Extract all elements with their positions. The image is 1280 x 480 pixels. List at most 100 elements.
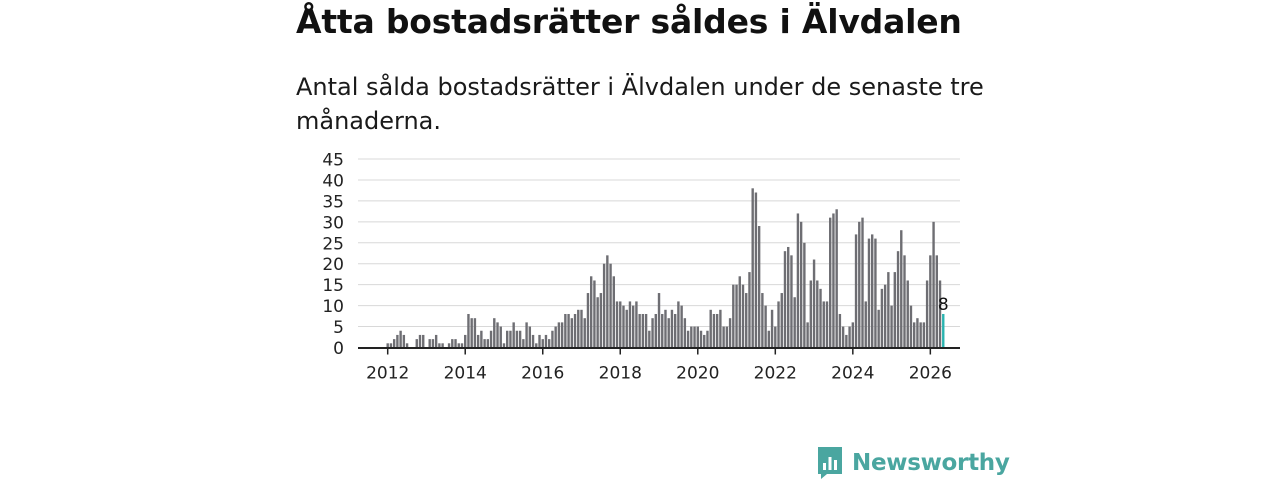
bar: [551, 330, 554, 348]
newsworthy-logo: Newsworthy: [816, 446, 1010, 480]
chart-subtitle: Antal sålda bostadsrätter i Älvdalen und…: [296, 73, 984, 135]
bar: [677, 301, 680, 348]
bar: [512, 322, 515, 348]
bar: [896, 251, 900, 348]
y-tick-label: 45: [322, 151, 344, 171]
bar: [932, 221, 935, 348]
y-tick-label: 5: [333, 318, 344, 338]
bar: [392, 339, 396, 348]
bar: [470, 318, 473, 348]
bar: [476, 334, 480, 348]
bar: [473, 318, 477, 348]
bar: [499, 326, 502, 348]
bar: [496, 322, 499, 348]
bar: [447, 343, 451, 348]
bar: [673, 313, 677, 348]
bar: [903, 255, 906, 348]
bar: [906, 280, 909, 348]
bar: [518, 330, 522, 348]
bar: [874, 238, 877, 348]
y-tick-label: 15: [322, 276, 344, 296]
bar: [735, 284, 738, 348]
bar: [648, 330, 651, 348]
bar: [909, 305, 913, 348]
newsworthy-logo-icon: [818, 447, 842, 479]
bar: [441, 343, 444, 348]
bar: [399, 330, 402, 348]
bar: [819, 288, 822, 348]
bar: [851, 322, 855, 348]
bar: [848, 326, 851, 348]
bar: [812, 259, 816, 348]
bar: [480, 330, 483, 348]
bar: [667, 318, 670, 348]
bar: [693, 326, 696, 348]
bar: [625, 309, 628, 348]
bar: [867, 238, 871, 348]
bar: [483, 339, 486, 348]
bar: [796, 213, 800, 348]
bar: [822, 301, 825, 348]
bar: [900, 230, 903, 348]
x-tick-label: 2026: [909, 364, 952, 384]
bar: [509, 330, 512, 348]
bar: [615, 301, 619, 348]
bar: [502, 343, 506, 348]
bar: [916, 318, 919, 348]
bar: [864, 301, 867, 348]
bar: [767, 330, 771, 348]
x-tick-label: 2022: [754, 364, 797, 384]
y-tick-label: 30: [322, 213, 344, 233]
bar: [761, 293, 764, 348]
bar: [454, 339, 457, 348]
bar: [803, 242, 806, 348]
bar: [622, 305, 625, 348]
bar: [709, 309, 712, 348]
bar: [589, 276, 593, 348]
bar: [641, 313, 645, 348]
highlight-value-label: 8: [938, 295, 949, 315]
bar: [628, 301, 632, 348]
bar: [725, 326, 729, 348]
bar: [570, 318, 574, 348]
bar: [664, 309, 667, 348]
bar: [741, 284, 745, 348]
bar: [935, 255, 938, 348]
x-tick-label: 2012: [366, 364, 409, 384]
bar: [738, 276, 741, 348]
bar: [386, 343, 389, 348]
bar: [525, 322, 528, 348]
bar: [544, 334, 548, 348]
bar: [858, 221, 861, 348]
bar: [506, 330, 509, 348]
bar: [793, 297, 796, 348]
bar: [893, 272, 897, 348]
bar: [486, 339, 490, 348]
bar: [593, 280, 596, 348]
bar: [567, 313, 570, 348]
bar: [728, 318, 732, 348]
bar: [661, 313, 664, 348]
y-tick-label: 10: [322, 297, 344, 317]
bar: [451, 339, 454, 348]
bar: [783, 251, 787, 348]
bar: [712, 313, 716, 348]
bar: [557, 322, 561, 348]
bar: [871, 234, 874, 348]
bar: [538, 334, 541, 348]
bar: [816, 280, 819, 348]
bar: [651, 318, 654, 348]
bar: [515, 330, 519, 348]
bar: [619, 301, 622, 348]
bar: [829, 217, 832, 348]
bar: [599, 293, 603, 348]
bar: [799, 221, 803, 348]
bar: [609, 263, 612, 348]
bar: [748, 272, 751, 348]
bar: [838, 313, 842, 348]
bar: [841, 326, 845, 348]
bar: [683, 318, 687, 348]
bar: [635, 301, 638, 348]
bar: [580, 309, 583, 348]
